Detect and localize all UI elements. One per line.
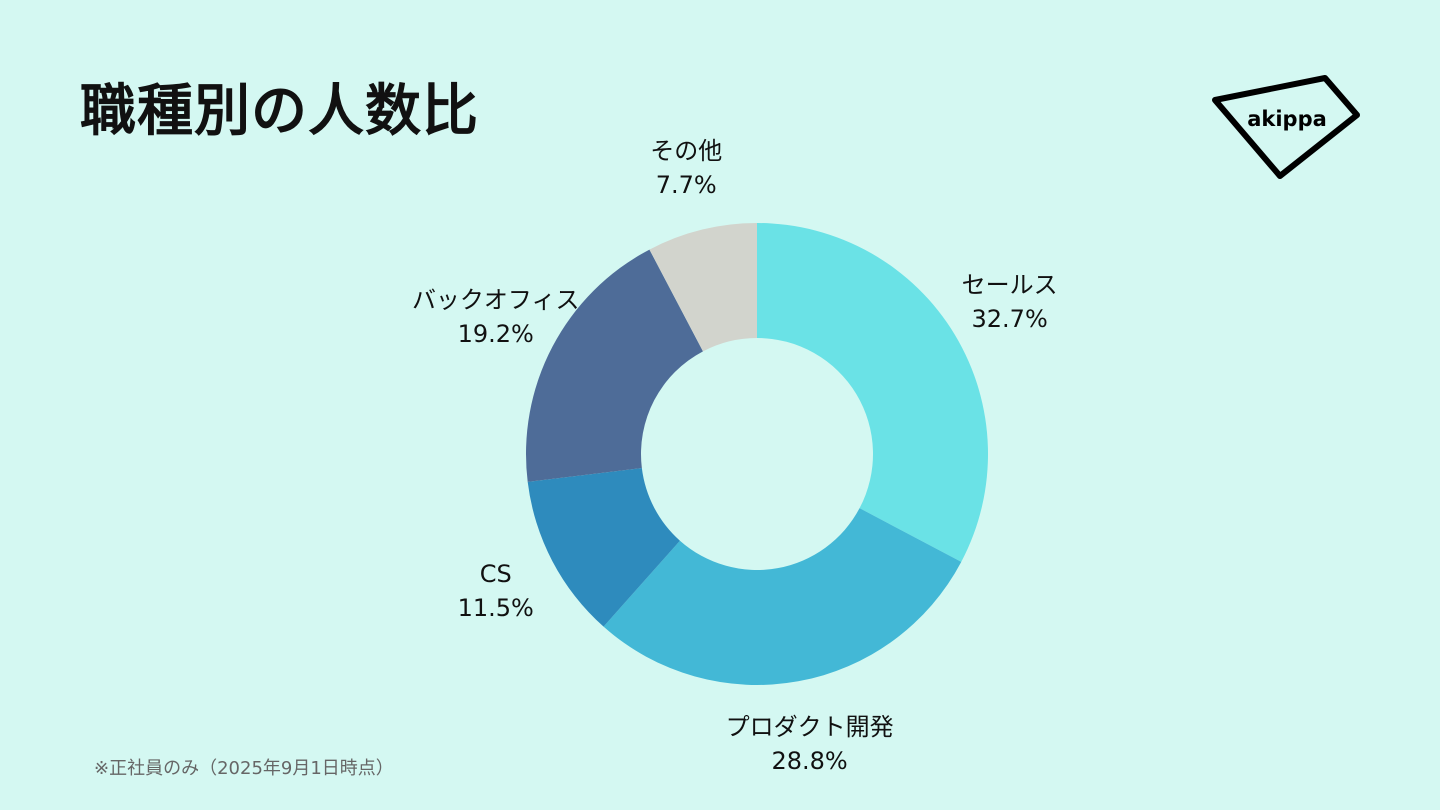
segment-percentage: 32.7%	[971, 304, 1048, 333]
segment-label: セールス 32.7%	[962, 268, 1058, 336]
segment-category: プロダクト開発	[725, 713, 894, 742]
donut-segment	[527, 468, 680, 627]
segment-category: CS	[479, 559, 512, 588]
segment-percentage: 7.7%	[655, 170, 717, 199]
donut-segment	[649, 223, 757, 352]
donut-segment	[757, 223, 988, 562]
segment-category: その他	[650, 136, 723, 165]
segment-category: バックオフィス	[411, 286, 580, 315]
donut-segment	[526, 249, 703, 482]
footnote: ※正社員のみ（2025年9月1日時点）	[94, 758, 394, 779]
segment-percentage: 28.8%	[771, 747, 848, 776]
akippa-logo: akippa	[1212, 75, 1360, 179]
segment-label: プロダクト開発 28.8%	[726, 710, 894, 778]
segment-label: その他 7.7%	[650, 134, 722, 202]
segment-label: バックオフィス 19.2%	[412, 283, 580, 351]
logo-text: akippa	[1247, 107, 1327, 131]
segment-label: CS 11.5%	[458, 557, 534, 625]
page-title: 職種別の人数比	[80, 79, 479, 144]
segment-percentage: 19.2%	[457, 320, 534, 349]
donut-segment	[603, 508, 962, 686]
segment-category: セールス	[961, 270, 1058, 299]
segment-percentage: 11.5%	[457, 593, 534, 622]
